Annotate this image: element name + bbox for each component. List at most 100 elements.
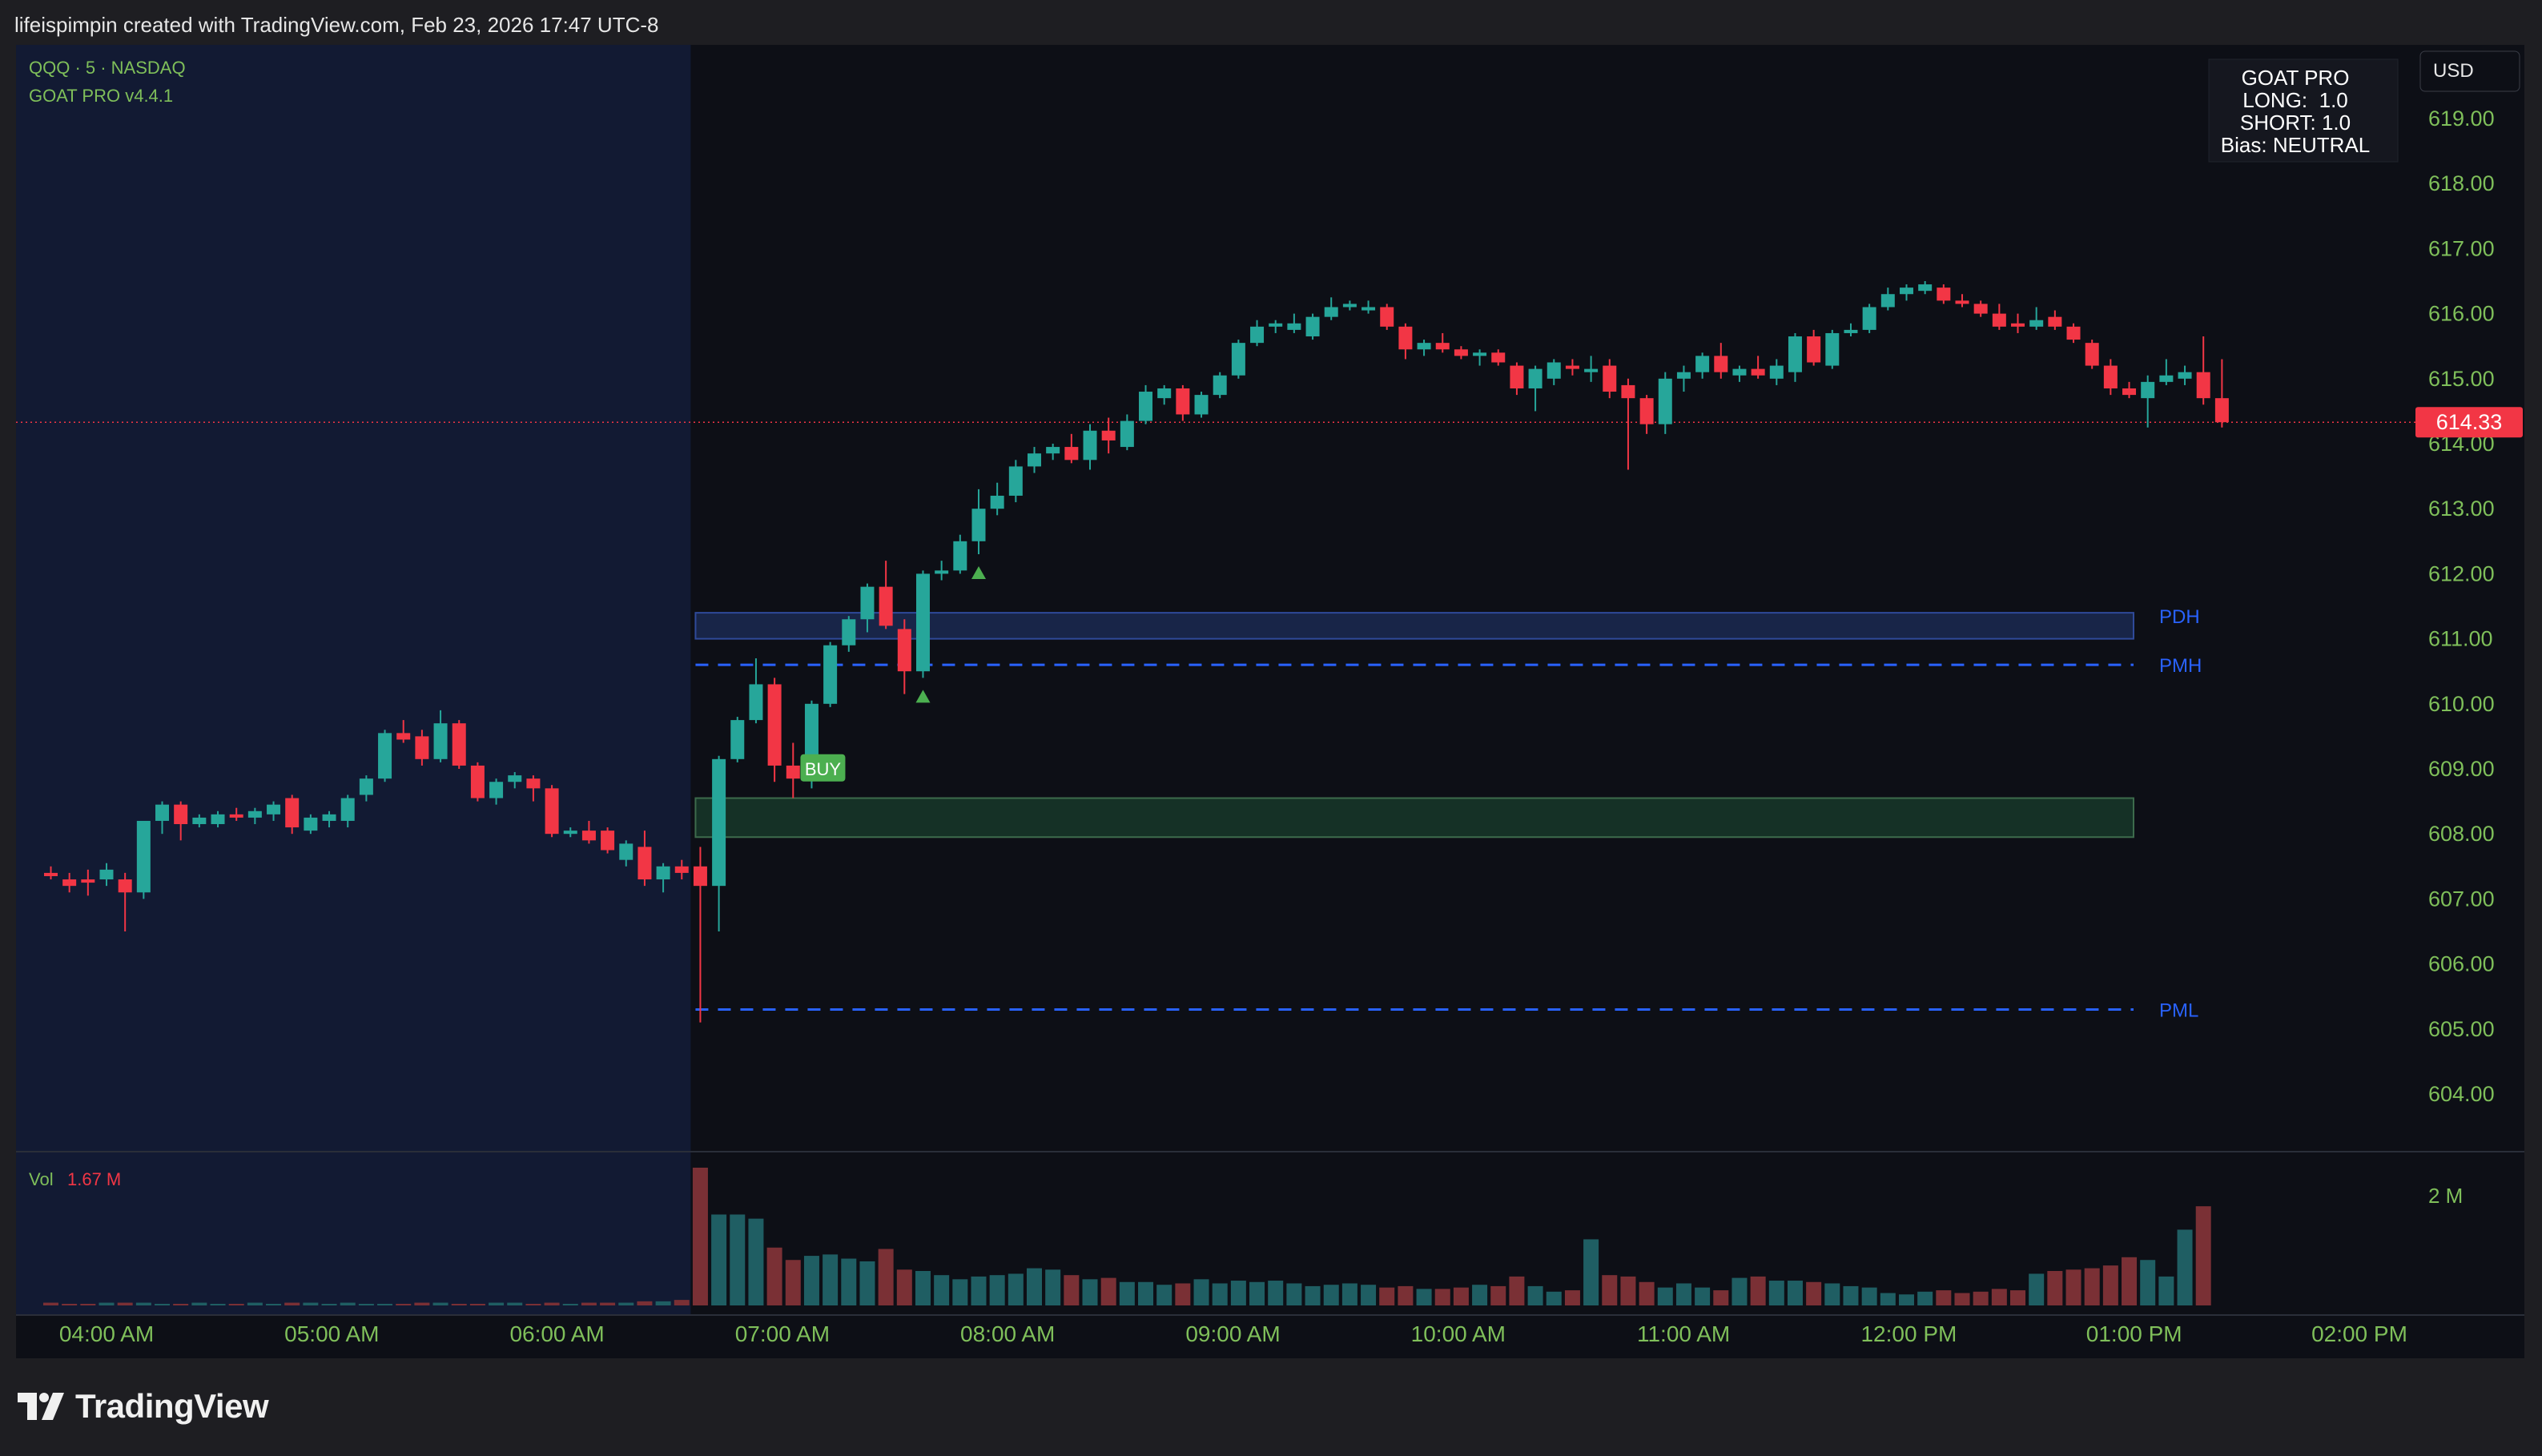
candle[interactable] — [1844, 323, 1858, 337]
candle[interactable] — [378, 730, 392, 782]
candle[interactable] — [1157, 384, 1172, 405]
candle[interactable] — [1918, 281, 1933, 295]
candle[interactable] — [2029, 307, 2044, 330]
candle[interactable] — [1603, 359, 1617, 399]
candle[interactable] — [1491, 349, 1506, 366]
candle[interactable] — [267, 801, 281, 821]
candle[interactable] — [1788, 332, 1802, 382]
candle[interactable] — [1547, 359, 1561, 385]
candle[interactable] — [192, 814, 207, 828]
candle[interactable] — [1973, 300, 1988, 317]
candle[interactable] — [1658, 372, 1672, 434]
candle[interactable] — [953, 534, 967, 574]
candle[interactable] — [1287, 313, 1301, 333]
candle[interactable] — [1825, 329, 1840, 369]
candle[interactable] — [99, 863, 114, 887]
candle[interactable] — [415, 730, 429, 766]
candle[interactable] — [879, 561, 893, 629]
candle[interactable] — [1862, 304, 1876, 333]
candle[interactable] — [935, 561, 949, 581]
candle[interactable] — [1510, 362, 1524, 396]
candle[interactable] — [174, 801, 188, 841]
currency-button[interactable] — [2419, 50, 2520, 92]
candle[interactable] — [452, 720, 466, 769]
candle[interactable] — [1565, 359, 1579, 376]
candle[interactable] — [1899, 284, 1913, 301]
candle[interactable] — [1008, 460, 1023, 503]
candle[interactable] — [767, 678, 782, 782]
candle[interactable] — [1769, 359, 1784, 385]
candle[interactable] — [340, 794, 355, 828]
candle[interactable] — [2196, 336, 2210, 405]
candle[interactable] — [1807, 329, 1821, 366]
candle[interactable] — [2048, 310, 2062, 330]
candle[interactable] — [2011, 313, 2025, 333]
candle[interactable] — [1324, 297, 1338, 320]
candle[interactable] — [1083, 424, 1097, 470]
candle[interactable] — [1528, 365, 1542, 412]
candle[interactable] — [526, 775, 541, 802]
candle[interactable] — [155, 801, 170, 835]
candle[interactable] — [136, 820, 151, 899]
candle[interactable] — [359, 775, 373, 802]
candle[interactable] — [581, 820, 596, 844]
candle[interactable] — [1880, 288, 1895, 311]
candle[interactable] — [508, 772, 522, 789]
candle[interactable] — [1639, 395, 1654, 434]
candle[interactable] — [1064, 433, 1079, 464]
candle[interactable] — [842, 616, 856, 652]
candle[interactable] — [563, 827, 577, 838]
candle[interactable] — [656, 863, 670, 893]
candle[interactable] — [1213, 372, 1227, 399]
candle[interactable] — [2066, 323, 2081, 344]
candle[interactable] — [638, 831, 652, 887]
candle[interactable] — [1250, 320, 1265, 347]
candle[interactable] — [1695, 352, 1710, 379]
candle[interactable] — [730, 717, 745, 762]
candle[interactable] — [2103, 359, 2118, 396]
candle[interactable] — [2085, 340, 2099, 369]
candle[interactable] — [601, 827, 615, 854]
candle[interactable] — [1176, 384, 1190, 421]
candle[interactable] — [1676, 365, 1691, 392]
tradingview-logo[interactable]: TradingView — [18, 1387, 269, 1426]
candle[interactable] — [971, 489, 986, 555]
candle[interactable] — [1435, 332, 1450, 353]
candle[interactable] — [545, 785, 559, 838]
candle[interactable] — [1955, 294, 1969, 308]
candle[interactable] — [43, 866, 58, 880]
candle[interactable] — [285, 794, 300, 835]
candle[interactable] — [396, 720, 411, 743]
candle[interactable] — [860, 583, 875, 633]
candle[interactable] — [897, 619, 911, 694]
candle[interactable] — [247, 807, 262, 825]
candle[interactable] — [1101, 417, 1116, 454]
candle[interactable] — [1120, 414, 1134, 451]
candle[interactable] — [990, 482, 1004, 516]
candle[interactable] — [1194, 392, 1209, 418]
candle[interactable] — [915, 570, 930, 678]
candle[interactable] — [1714, 343, 1728, 379]
candle[interactable] — [749, 658, 763, 724]
candle[interactable] — [2122, 381, 2137, 399]
candle[interactable] — [1139, 384, 1153, 424]
candle[interactable] — [81, 869, 95, 896]
candle[interactable] — [1231, 340, 1245, 379]
candle[interactable] — [1305, 313, 1320, 340]
candle[interactable] — [1732, 365, 1747, 382]
candle[interactable] — [1342, 300, 1357, 311]
candle[interactable] — [693, 847, 707, 1023]
candle[interactable] — [1028, 447, 1041, 473]
candle[interactable] — [62, 872, 77, 893]
candle[interactable] — [229, 807, 243, 821]
candle[interactable] — [786, 742, 800, 798]
candle[interactable] — [211, 810, 225, 828]
candle[interactable] — [2141, 375, 2155, 428]
candle[interactable] — [823, 642, 838, 707]
candle[interactable] — [1937, 284, 1951, 304]
candle[interactable] — [489, 778, 504, 805]
candle[interactable] — [433, 710, 448, 762]
candle[interactable] — [1992, 304, 2006, 330]
candle[interactable] — [619, 840, 633, 867]
